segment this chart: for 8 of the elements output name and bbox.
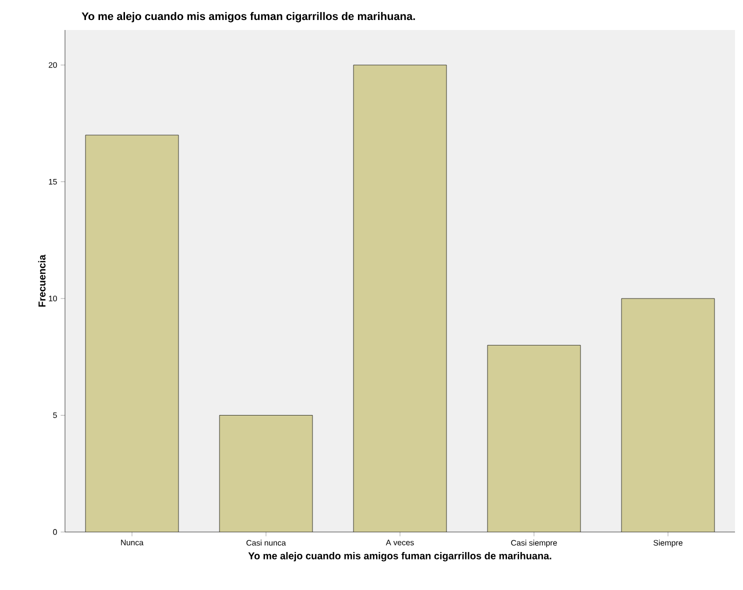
x-axis-title: Yo me alejo cuando mis amigos fuman cigarrillos de marihuana. <box>248 552 552 562</box>
bar <box>621 298 715 532</box>
y-axis-title: Frecuencia <box>38 254 46 307</box>
bar <box>220 415 312 532</box>
bar <box>86 135 178 532</box>
bar <box>488 345 581 532</box>
chart-title: Yo me alejo cuando mis amigos fuman cigarrillos de marihuana. <box>82 12 415 22</box>
bar <box>354 65 447 532</box>
